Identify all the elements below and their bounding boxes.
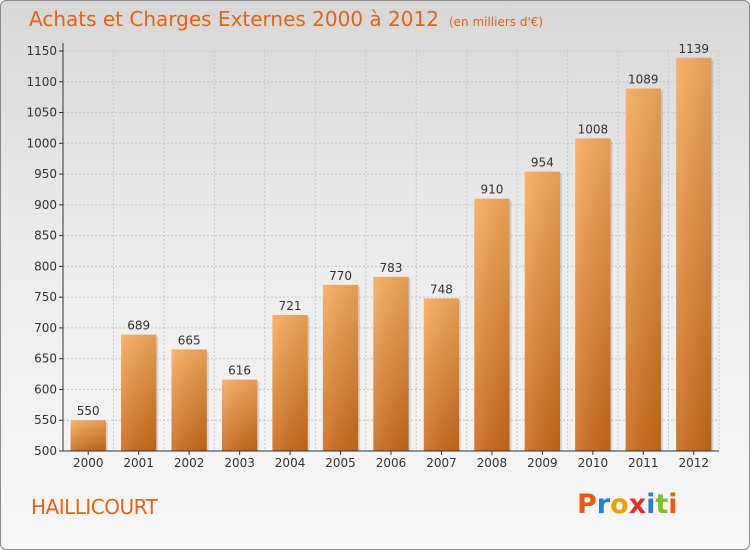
x-tick-label: 2003 bbox=[224, 456, 255, 470]
x-tick-label: 2005 bbox=[325, 456, 356, 470]
x-tick-label: 2009 bbox=[527, 456, 558, 470]
bar-shade bbox=[171, 349, 207, 451]
y-tick-label: 800 bbox=[34, 259, 57, 273]
bar-value-label: 1139 bbox=[678, 42, 709, 56]
logo-letter: o bbox=[610, 489, 629, 520]
bar-value-label: 550 bbox=[77, 404, 100, 418]
chart-title: Achats et Charges Externes 2000 à 2012 (e… bbox=[29, 7, 543, 31]
x-tick-label: 2004 bbox=[275, 456, 306, 470]
bar-value-label: 770 bbox=[329, 269, 352, 283]
commune-name: HAILLICOURT bbox=[31, 495, 158, 519]
bar-value-label: 665 bbox=[178, 333, 201, 347]
logo-letter: P bbox=[577, 489, 597, 520]
y-tick-label: 500 bbox=[34, 444, 57, 458]
bar-shade bbox=[474, 198, 510, 451]
x-tick-label: 2008 bbox=[477, 456, 508, 470]
bar-value-label: 689 bbox=[127, 319, 150, 333]
bar-value-label: 616 bbox=[228, 364, 251, 378]
y-tick-label: 750 bbox=[34, 290, 57, 304]
bar-shade bbox=[272, 315, 308, 451]
logo-letter: t bbox=[655, 489, 669, 520]
logo-letter: i bbox=[668, 489, 678, 520]
x-tick-label: 2010 bbox=[578, 456, 609, 470]
y-tick-label: 950 bbox=[34, 167, 57, 181]
y-tick-label: 900 bbox=[34, 198, 57, 212]
bar-value-label: 721 bbox=[279, 299, 302, 313]
bar-shade bbox=[676, 57, 712, 452]
y-tick-label: 1100 bbox=[26, 75, 57, 89]
chart-unit: (en milliers d'€) bbox=[448, 15, 544, 29]
bar-value-label: 748 bbox=[430, 282, 453, 296]
logo-letter: i bbox=[646, 489, 656, 520]
bar-value-label: 1089 bbox=[628, 73, 659, 87]
bar-value-label: 1008 bbox=[578, 122, 609, 136]
x-tick-label: 2001 bbox=[123, 456, 154, 470]
y-tick-label: 600 bbox=[34, 382, 57, 396]
axis-layer: 500 550 600 650 700 750 800 850 900 950 1000 1050 11… bbox=[26, 43, 719, 470]
x-tick-label: 2011 bbox=[628, 456, 659, 470]
y-tick-label: 650 bbox=[34, 352, 57, 366]
logo-letter: r bbox=[596, 489, 611, 520]
x-tick-label: 2012 bbox=[678, 456, 709, 470]
bar-shade bbox=[221, 379, 258, 451]
x-tick-label: 2007 bbox=[426, 456, 457, 470]
chart-title-text: Achats et Charges Externes 2000 à 2012 bbox=[29, 7, 439, 31]
bar-shade bbox=[524, 171, 561, 451]
bar-shade bbox=[70, 420, 106, 451]
bar-shade bbox=[575, 138, 611, 451]
bar-shade bbox=[423, 298, 460, 451]
bar-shade bbox=[625, 88, 661, 452]
bar-shade bbox=[373, 276, 409, 451]
bar-shade bbox=[322, 284, 359, 451]
logo-letter: x bbox=[628, 489, 647, 520]
x-tick-label: 2002 bbox=[174, 456, 205, 470]
x-tick-label: 2006 bbox=[376, 456, 407, 470]
y-tick-label: 1000 bbox=[26, 136, 57, 150]
bar-value-label: 954 bbox=[531, 156, 554, 170]
bar-layer: 550 689 665 616 721 770 783 748 910 954 1008 1089 11… bbox=[70, 42, 714, 452]
y-tick-label: 1050 bbox=[26, 106, 57, 120]
y-tick-label: 700 bbox=[34, 321, 57, 335]
y-tick-label: 550 bbox=[34, 413, 57, 427]
bar-shade bbox=[121, 334, 157, 451]
bar-value-label: 910 bbox=[480, 183, 503, 197]
y-tick-label: 1150 bbox=[26, 44, 57, 58]
x-tick-label: 2000 bbox=[73, 456, 104, 470]
bar-value-label: 783 bbox=[380, 261, 403, 275]
y-tick-label: 850 bbox=[34, 229, 57, 243]
proxiti-logo[interactable]: Proxiti bbox=[577, 489, 678, 520]
